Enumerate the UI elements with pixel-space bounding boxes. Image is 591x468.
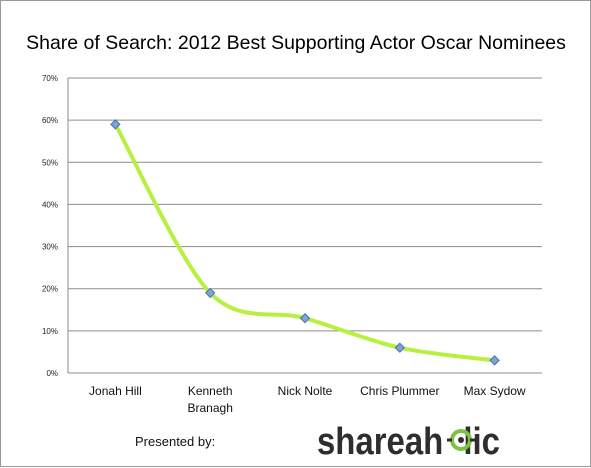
data-point <box>204 287 216 299</box>
data-point <box>489 355 500 366</box>
chart-title: Share of Search: 2012 Best Supporting Ac… <box>26 32 566 54</box>
y-tick-label: 20% <box>42 285 58 294</box>
y-tick-label: 40% <box>42 200 58 209</box>
gridlines <box>67 77 542 374</box>
logo-ring-icon <box>447 429 475 451</box>
x-tick-label: Jonah Hill <box>89 384 142 398</box>
data-point <box>299 313 311 324</box>
data-points <box>110 119 500 366</box>
data-point <box>394 342 406 353</box>
y-tick-label: 70% <box>42 74 58 83</box>
y-axis-tick-labels: 0% 10% 20% 30% 40% 50% 60% 70% <box>42 74 58 378</box>
series-line-layer <box>113 122 497 363</box>
x-tick-label: Nick Nolte <box>278 384 333 398</box>
data-point <box>110 119 121 130</box>
x-tick-label: Max Sydow <box>464 384 526 398</box>
x-tick-label: Kenneth Branagh <box>188 384 233 415</box>
series-line <box>113 122 497 363</box>
presented-by-label: Presented by: <box>135 434 215 449</box>
y-tick-label: 10% <box>42 327 58 336</box>
y-tick-label: 0% <box>46 369 58 378</box>
x-axis-tick-labels: Jonah Hill Kenneth Branagh Nick Nolte Chris … <box>89 384 526 415</box>
y-tick-label: 30% <box>42 243 58 252</box>
y-tick-label: 60% <box>42 116 58 125</box>
y-tick-label: 50% <box>42 158 58 167</box>
x-tick-label: Chris Plummer <box>360 384 439 398</box>
shareaholic-logo: shareaholic <box>317 421 500 463</box>
logo-wordmark: shareaholic <box>317 421 500 463</box>
